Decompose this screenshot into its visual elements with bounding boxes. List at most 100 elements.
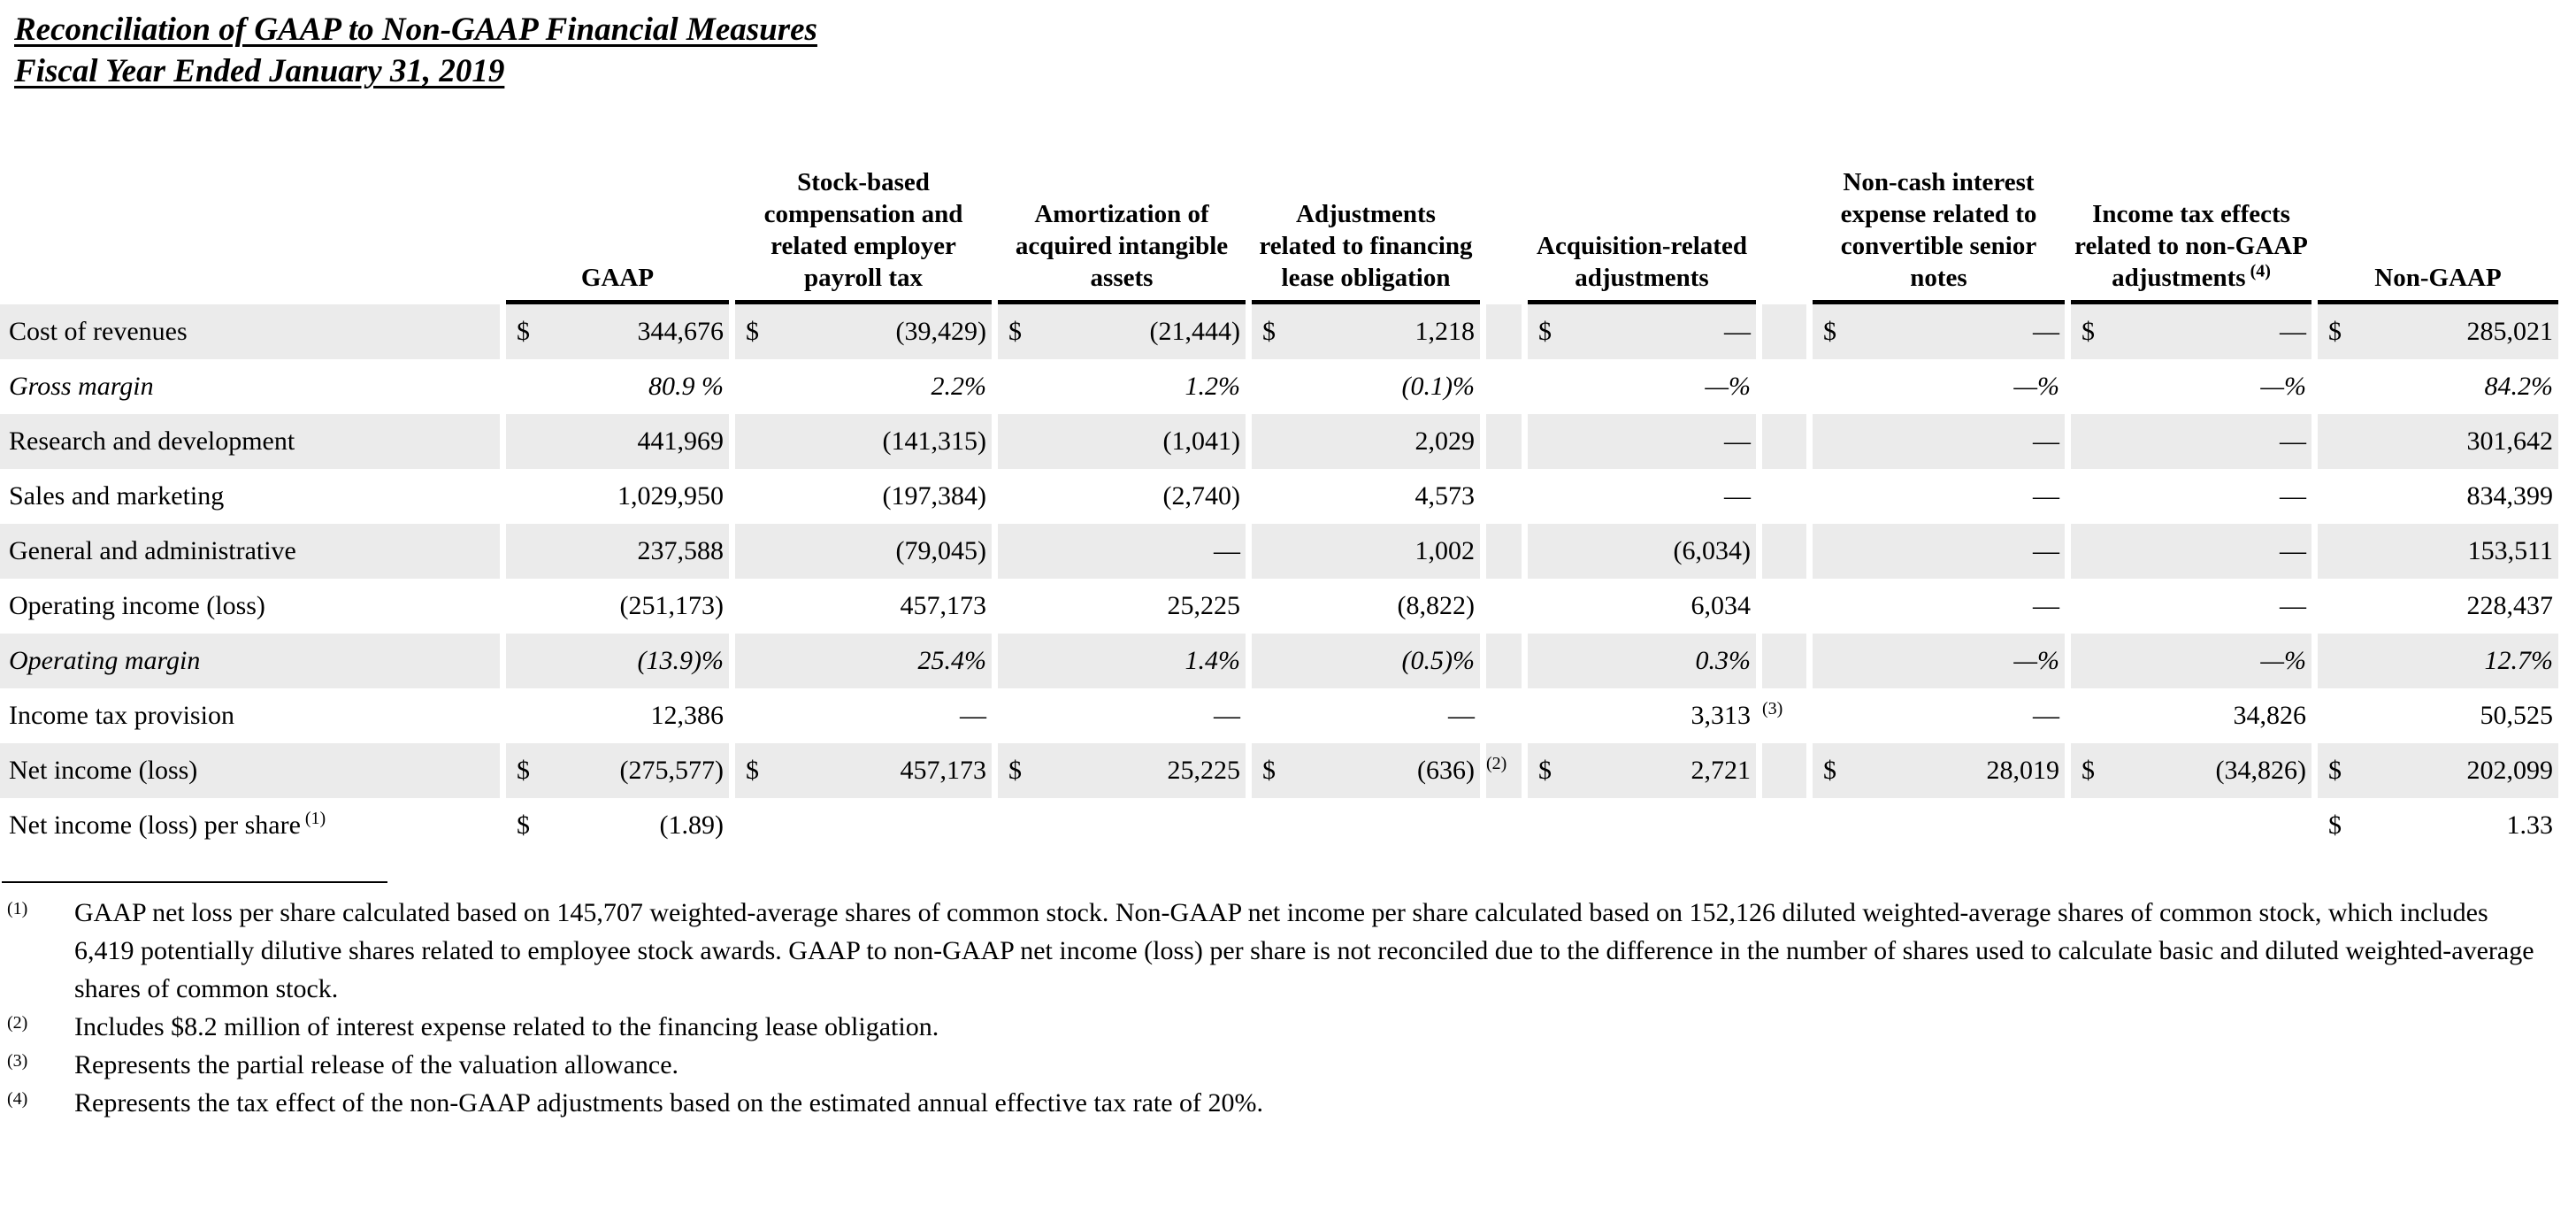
cell-value: (636) [1417,755,1475,785]
footnote-ref-cell [1762,579,1806,634]
data-cell: —% [1813,359,2065,414]
cell-content: 6,034 [1528,591,1756,621]
cell-content: — [998,536,1246,566]
cell-value: 1,218 [1414,316,1476,346]
cell-value: — [1448,700,1475,730]
row-label-cell: Cost of revenues [0,303,500,359]
cell-content: —% [2071,372,2312,402]
cell-value: 834,399 [2466,480,2554,511]
footnote-ref-cell [1762,742,1806,798]
footnote-ref: (2) [1486,753,1507,773]
cell-value: 301,642 [2466,426,2554,456]
data-cell: 12,386 [506,688,729,743]
cell-value: (6,034) [1673,535,1751,565]
currency-symbol: $ [1262,755,1276,785]
cell-value: 228,437 [2466,590,2554,620]
cell-value: — [2033,590,2059,620]
data-cell: 12.7% [2318,633,2558,688]
footnote: (4) Represents the tax effect of the non-… [0,1084,2576,1122]
column-header-label: Income tax effects related to non-GAAP a… [2074,199,2308,292]
footnote: (1) GAAP net loss per share calculated ba… [0,894,2576,1008]
data-cell [735,798,992,853]
cell-value: 25.4% [917,645,987,675]
data-cell: $ — [1528,303,1756,359]
cell-value: 237,588 [637,535,724,565]
cell-content: $ (21,444) [998,317,1246,347]
data-cell: 237,588 [506,523,729,579]
data-cell: $ (636) [1252,742,1480,798]
currency-symbol: $ [1823,755,1836,785]
footnote: (2) Includes $8.2 million of interest exp… [0,1008,2576,1046]
column-header-label: Stock-based compensation and related emp… [763,167,963,292]
row-label: Sales and marketing [9,480,225,511]
currency-symbol: $ [1008,316,1022,346]
column-header-label: Non-cash interest expense related to con… [1840,167,2037,292]
footnote-marker: (4) [7,1088,28,1109]
data-cell: 228,437 [2318,579,2558,634]
row-label: Research and development [9,426,295,456]
column-header-label: Acquisition-related adjustments [1537,231,1747,292]
footnote-marker: (3) [7,1050,28,1071]
cell-value: 34,826 [2233,700,2307,730]
cell-content: (251,173) [506,591,729,621]
column-header-6: Non-cash interest expense related to con… [1813,167,2065,304]
data-cell: $25,225 [998,742,1246,798]
cell-content: (2,740) [998,481,1246,511]
cell-value: 285,021 [2466,316,2554,346]
cell-value: 3,313 [1690,700,1752,730]
footnote-ref-cell: (3) [1762,688,1806,743]
column-header-2: Stock-based compensation and related emp… [735,167,992,304]
footnote-ref-cell [1486,523,1522,579]
cell-content: $ (636) [1252,756,1480,786]
row-label: Cost of revenues [9,316,188,346]
cell-content: 441,969 [506,426,729,457]
data-cell: $2,721 [1528,742,1756,798]
data-cell: $ (21,444) [998,303,1246,359]
table-row: General and administrative 237,588 (79,045… [0,523,2558,579]
cell-value: 25,225 [1167,755,1241,785]
data-cell: — [998,523,1246,579]
cell-value: (21,444) [1149,316,1240,346]
data-cell: — [2071,413,2312,469]
data-cell: —% [1813,633,2065,688]
cell-value: — [1724,480,1751,511]
data-cell: — [1813,523,2065,579]
cell-value: (275,577) [619,755,724,785]
data-cell: — [2071,523,2312,579]
cell-content: $ (275,577) [506,756,729,786]
cell-value: —% [2260,645,2306,675]
data-cell: $344,676 [506,303,729,359]
footnote-ref-cell [1762,303,1806,359]
column-header-7: Income tax effects related to non-GAAP a… [2071,167,2312,304]
data-cell: — [2071,579,2312,634]
cell-content: (79,045) [735,536,992,566]
data-cell: — [735,688,992,743]
cell-value: 2,721 [1690,755,1752,785]
data-cell: 25,225 [998,579,1246,634]
data-cell: — [1252,688,1480,743]
cell-content: 25,225 [998,591,1246,621]
footnote-ref-cell: (2) [1486,742,1522,798]
row-label-cell: Operating income (loss) [0,579,500,634]
table-header-row: GAAP Stock-based compensation and related… [0,167,2558,304]
data-cell: (13.9)% [506,633,729,688]
cell-value: — [2280,590,2306,620]
cell-content: — [2071,536,2312,566]
cell-value: 84.2% [2484,371,2554,401]
data-cell: $457,173 [735,742,992,798]
data-cell: $ (34,826) [2071,742,2312,798]
column-header-1: GAAP [506,167,729,304]
cell-value: 12.7% [2484,645,2554,675]
cell-value: — [1724,316,1751,346]
cell-value: — [1724,426,1751,456]
row-label: Net income (loss) [9,755,198,785]
data-cell: $1,218 [1252,303,1480,359]
table-row: Gross margin 80.9 % 2.2% 1.2% (0.1)% —% —% —% 84… [0,359,2558,414]
row-label: Income tax provision [9,700,234,730]
data-cell: (141,315) [735,413,992,469]
cell-value: 0.3% [1695,645,1752,675]
cell-value: (1.89) [659,810,724,840]
row-label-cell: Income tax provision [0,688,500,743]
cell-value: — [1214,700,1240,730]
cell-value: 12,386 [650,700,724,730]
